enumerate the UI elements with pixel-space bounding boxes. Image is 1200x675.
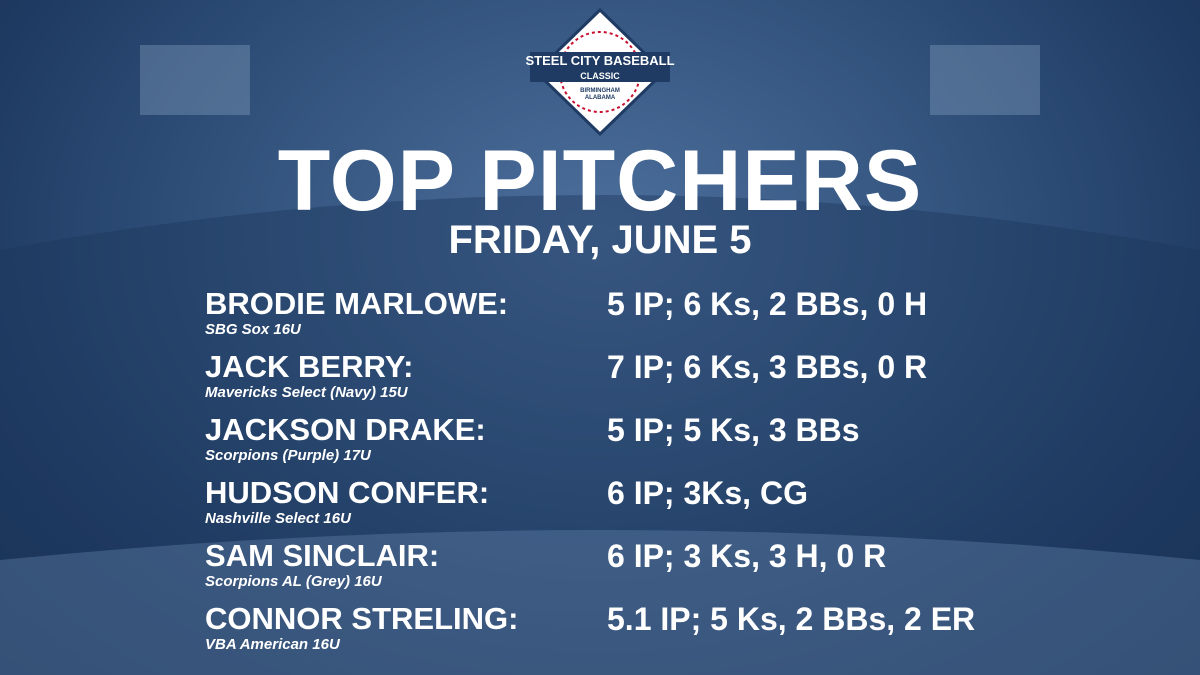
pitcher-name: JACK BERRY:: [205, 349, 414, 384]
pitcher-row: BRODIE MARLOWE: SBG Sox 16U 5 IP; 6 Ks, 2 …: [205, 288, 1105, 348]
logo-city: BIRMINGHAM: [580, 88, 620, 94]
title: TOP PITCHERS: [277, 133, 923, 229]
logo-line: STEEL CITY BASEBALL: [525, 53, 674, 68]
pitcher-team: Scorpions (Purple) 17U: [205, 447, 371, 464]
pitcher-stats: 5 IP; 6 Ks, 2 BBs, 0 H: [607, 286, 928, 322]
pitcher-team: SBG Sox 16U: [205, 321, 301, 338]
pitcher-row: JACKSON DRAKE: Scorpions (Purple) 17U 5 IP…: [205, 414, 1105, 474]
pitcher-name: HUDSON CONFER:: [205, 475, 490, 510]
pitcher-row: JACK BERRY: Mavericks Select (Navy) 15U 7 …: [205, 351, 1105, 411]
subtitle: FRIDAY, JUNE 5: [448, 218, 752, 262]
pitcher-team: Nashville Select 16U: [205, 510, 351, 527]
pitcher-team: Mavericks Select (Navy) 15U: [205, 384, 408, 401]
pitcher-name: JACKSON DRAKE:: [205, 412, 486, 447]
pitcher-stats: 5.1 IP; 5 Ks, 2 BBs, 2 ER: [607, 601, 976, 637]
pitcher-stats: 6 IP; 3 Ks, 3 H, 0 R: [607, 538, 887, 574]
pitcher-name: CONNOR STRELING:: [205, 601, 519, 636]
pitcher-team: Scorpions AL (Grey) 16U: [205, 573, 382, 590]
pitcher-name: BRODIE MARLOWE:: [205, 286, 509, 321]
pitcher-row: SAM SINCLAIR: Scorpions AL (Grey) 16U 6 IP…: [205, 540, 1105, 600]
pitcher-stats: 6 IP; 3Ks, CG: [607, 475, 808, 511]
pitcher-team: VBA American 16U: [205, 636, 340, 653]
pitcher-stats: 7 IP; 6 Ks, 3 BBs, 0 R: [607, 349, 928, 385]
pitcher-stats: 5 IP; 5 Ks, 3 BBs: [607, 412, 860, 448]
logo-line: CLASSIC: [580, 71, 620, 81]
logo: STEEL CITY BASEBALL CLASSIC BIRMINGHAM A…: [525, 7, 675, 137]
pitcher-row: HUDSON CONFER: Nashville Select 16U 6 IP; …: [205, 477, 1105, 537]
logo-state: ALABAMA: [585, 95, 616, 101]
pitcher-name: SAM SINCLAIR:: [205, 538, 440, 573]
pitcher-row: CONNOR STRELING: VBA American 16U 5.1 IP; …: [205, 603, 1105, 663]
